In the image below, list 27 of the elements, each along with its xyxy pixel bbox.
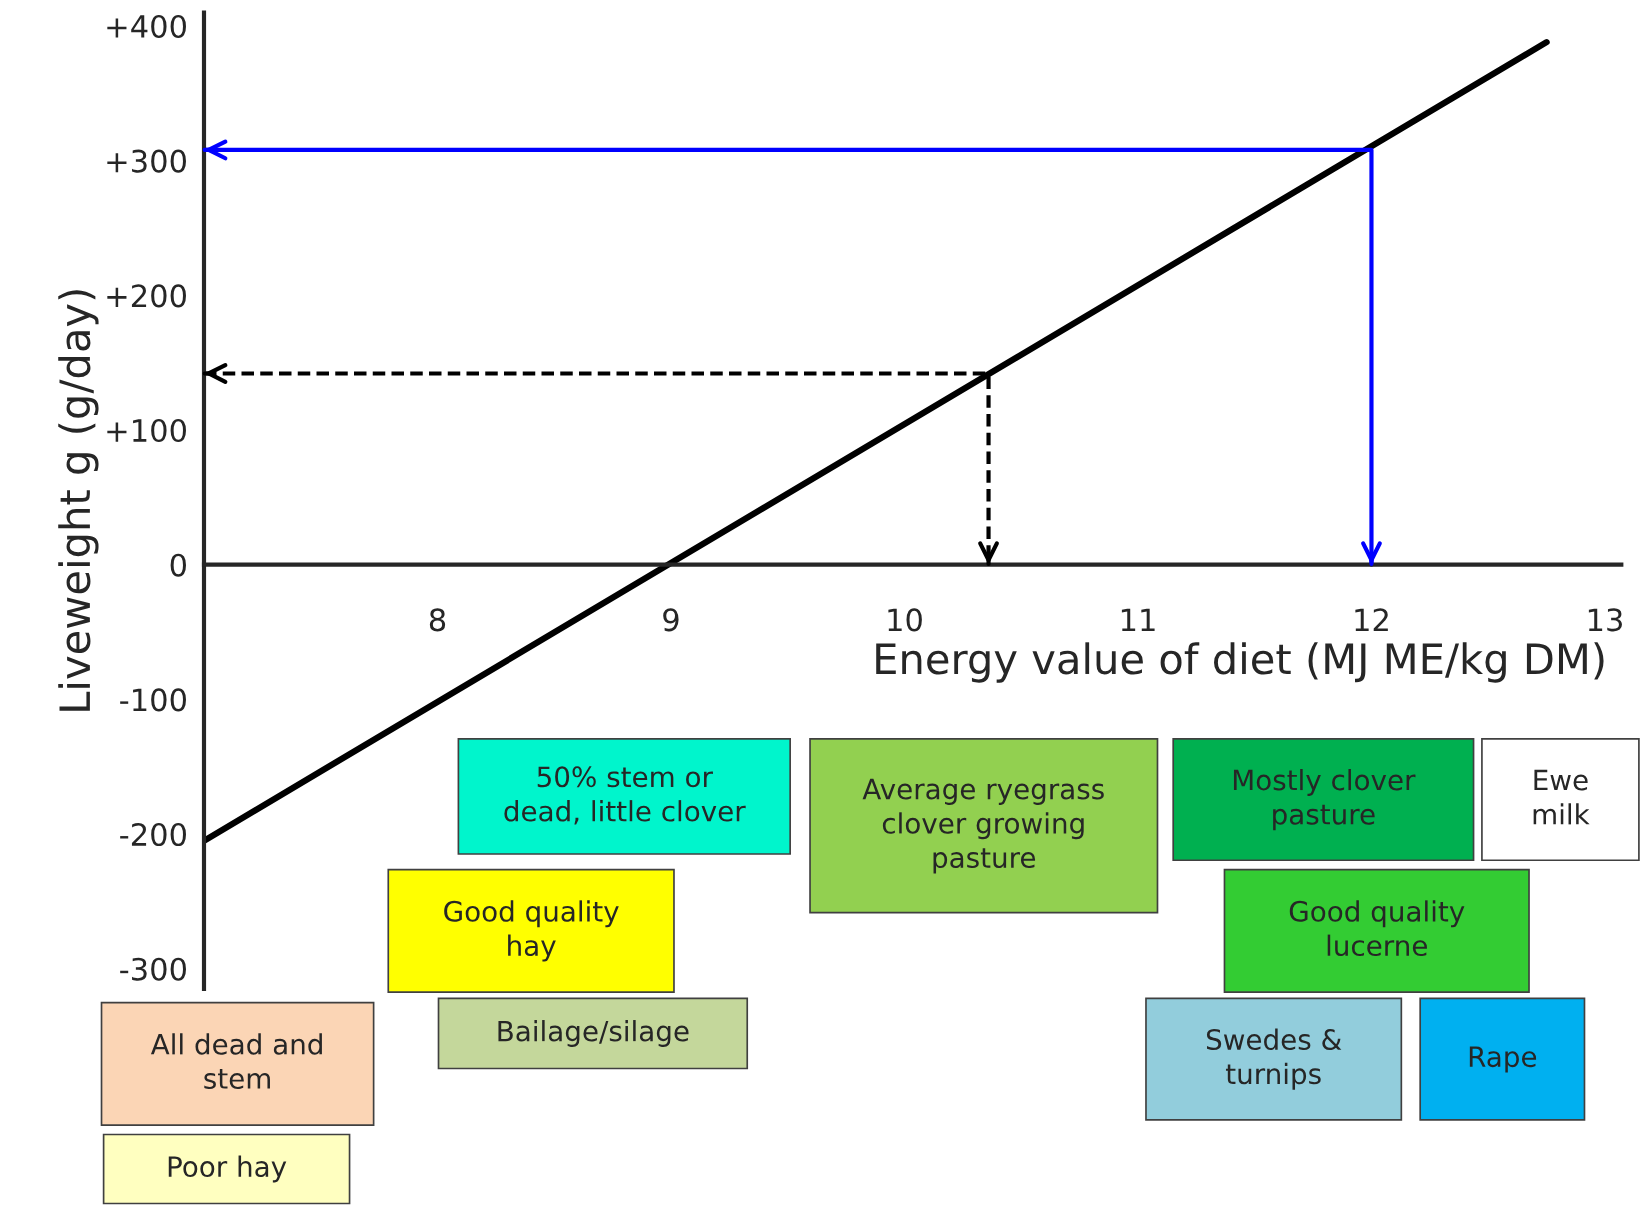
annotation: Ewe milk xyxy=(1533,769,1590,825)
annotation: Average ryegrass clover growing pasture xyxy=(862,778,1104,874)
x-tick-label: 10 xyxy=(888,608,922,632)
y-tick-label: +400 xyxy=(107,14,186,39)
y-tick-label: +300 xyxy=(107,149,186,173)
y-tick-label: +200 xyxy=(107,284,186,308)
text: Swedes & turnips xyxy=(1206,1028,1342,1090)
annotation: 50% stem or dead, little clover xyxy=(504,766,746,825)
y-tick-label: 0 xyxy=(170,553,186,577)
y-tick-label: -200 xyxy=(120,822,186,847)
x-tick-label: 13 xyxy=(1588,608,1622,632)
x-tick-label: 8 xyxy=(429,608,446,632)
x-tick-label: 11 xyxy=(1121,608,1155,631)
text: Bailage/silage xyxy=(498,1020,689,1047)
text: Poor hay xyxy=(168,1155,287,1183)
annotation: Good quality hay xyxy=(444,900,619,962)
y-axis-title: Liveweight g (g/day) xyxy=(58,290,99,711)
x-axis-title: Energy value of diet (MJ ME/kg DM) xyxy=(876,642,1604,683)
x-tick-label: 9 xyxy=(663,608,679,632)
y-tick-label: -100 xyxy=(120,688,186,712)
y-tick-label: +100 xyxy=(107,418,186,443)
annotation: Good quality lucerne xyxy=(1289,900,1465,957)
text: All dead and stem xyxy=(150,1033,322,1090)
y-tick-label: -300 xyxy=(120,957,186,981)
text: Rape xyxy=(1469,1046,1537,1073)
annotation: Mostly clover pasture xyxy=(1233,768,1416,831)
x-tick-label: 12 xyxy=(1355,608,1388,631)
